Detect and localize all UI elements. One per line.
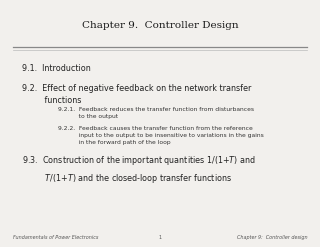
Text: 9.3.  Construction of the important quantities $1/(1{+}T)$ and
         $T/(1{+}: 9.3. Construction of the important quant… [22,154,256,185]
Text: 9.1.  Introduction: 9.1. Introduction [22,64,91,73]
Text: Chapter 9.  Controller Design: Chapter 9. Controller Design [82,21,238,30]
Text: 9.2.2.  Feedback causes the transfer function from the reference
           inpu: 9.2.2. Feedback causes the transfer func… [58,126,263,145]
Text: Chapter 9:  Controller design: Chapter 9: Controller design [236,235,307,240]
Text: 1: 1 [158,235,162,240]
Text: 9.2.1.  Feedback reduces the transfer function from disturbances
           to t: 9.2.1. Feedback reduces the transfer fun… [58,107,253,119]
Text: 9.2.  Effect of negative feedback on the network transfer
         functions: 9.2. Effect of negative feedback on the … [22,84,252,105]
Text: Fundamentals of Power Electronics: Fundamentals of Power Electronics [13,235,98,240]
